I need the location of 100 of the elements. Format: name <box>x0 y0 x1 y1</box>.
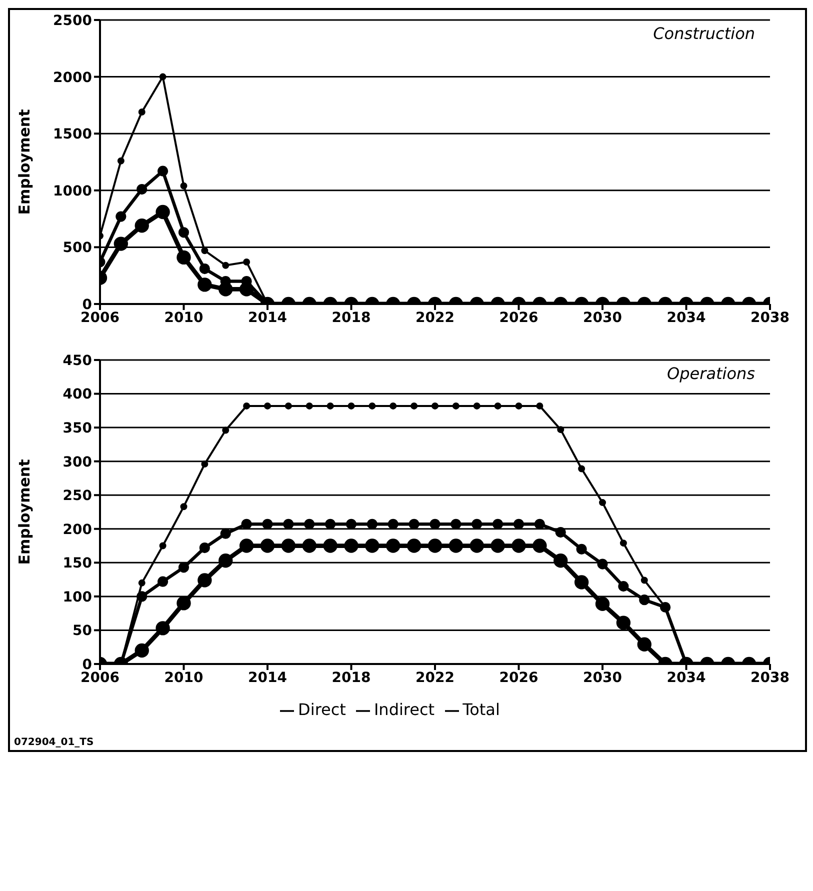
point <box>260 538 275 553</box>
point <box>599 499 606 506</box>
x-tick-label: 2022 <box>416 310 454 326</box>
y-tick-label: 450 <box>62 352 92 369</box>
x-tick-label: 2030 <box>583 310 622 326</box>
y-tick-label: 400 <box>62 386 92 403</box>
y-axis-title: Employment <box>15 459 34 565</box>
point <box>158 576 168 587</box>
point <box>430 518 440 530</box>
point <box>534 518 545 530</box>
point <box>281 538 296 553</box>
y-tick-label: 1500 <box>53 126 92 143</box>
point <box>578 465 586 472</box>
point <box>512 538 526 553</box>
point <box>222 426 230 434</box>
point <box>386 538 400 553</box>
point <box>283 518 294 530</box>
y-tick-label: 350 <box>62 420 92 437</box>
point <box>156 621 170 636</box>
point <box>304 518 315 530</box>
x-tick-label: 2018 <box>332 670 371 686</box>
point <box>595 596 610 611</box>
y-tick-label: 50 <box>72 623 92 640</box>
point <box>243 402 250 410</box>
point <box>366 518 378 530</box>
x-tick-label: 2014 <box>248 310 288 326</box>
x-tick-label: 2034 <box>666 670 706 686</box>
point <box>323 538 338 553</box>
point <box>201 460 208 468</box>
point <box>199 542 210 554</box>
x-tick-label: 2038 <box>750 310 790 326</box>
point <box>138 579 146 586</box>
x-tick-label: 2018 <box>332 310 371 326</box>
point <box>557 426 564 434</box>
point <box>473 402 480 410</box>
x-tick-label: 2034 <box>666 310 706 326</box>
y-tick-label: 2500 <box>53 12 92 29</box>
x-tick-label: 2010 <box>164 670 204 686</box>
point <box>637 637 652 652</box>
point <box>220 528 231 539</box>
point <box>326 402 334 410</box>
point <box>390 402 397 410</box>
point <box>408 518 420 530</box>
point <box>472 518 482 530</box>
point <box>241 518 252 530</box>
point <box>452 402 460 410</box>
point <box>428 538 442 553</box>
point <box>410 402 418 410</box>
point <box>346 518 357 530</box>
point <box>494 402 502 410</box>
chart-title: Construction <box>650 24 758 43</box>
point <box>490 538 505 553</box>
point <box>159 542 166 550</box>
point <box>284 402 292 410</box>
point <box>639 594 650 606</box>
y-tick-label: 1000 <box>53 183 92 200</box>
x-tick-label: 2030 <box>583 670 622 686</box>
y-tick-label: 500 <box>62 240 92 256</box>
point <box>239 538 254 553</box>
point <box>368 402 376 410</box>
point <box>513 518 524 530</box>
point <box>178 562 190 573</box>
y-axis-title: Employment <box>15 109 34 215</box>
point <box>134 643 149 658</box>
point <box>406 538 422 553</box>
point <box>492 518 504 530</box>
point <box>450 518 462 530</box>
legend-label: Indirect <box>374 700 435 719</box>
point <box>198 573 212 588</box>
point <box>515 402 522 410</box>
point <box>176 596 191 610</box>
point <box>618 581 629 592</box>
point <box>597 558 608 570</box>
point <box>554 554 568 568</box>
point <box>218 554 233 568</box>
point <box>555 526 566 538</box>
point <box>344 538 358 553</box>
point <box>532 538 547 553</box>
point <box>136 591 148 602</box>
point <box>388 518 398 530</box>
point <box>262 518 273 530</box>
point <box>536 402 544 410</box>
point <box>432 402 438 410</box>
legend-label: Direct <box>298 700 346 719</box>
point <box>576 544 587 554</box>
x-tick-label: 2026 <box>499 670 538 686</box>
text: 072904_01_TS <box>14 737 94 748</box>
y-tick-label: 150 <box>62 556 92 572</box>
y-tick-label: 100 <box>62 589 92 606</box>
point <box>616 616 631 630</box>
point <box>470 538 484 553</box>
point <box>302 538 316 553</box>
point <box>448 538 464 553</box>
x-tick-label: 2038 <box>750 670 790 686</box>
point <box>620 540 627 547</box>
point <box>640 576 648 584</box>
point <box>574 575 589 590</box>
y-tick-label: 2000 <box>53 70 92 86</box>
y-tick-label: 250 <box>62 488 92 504</box>
point <box>306 402 313 410</box>
